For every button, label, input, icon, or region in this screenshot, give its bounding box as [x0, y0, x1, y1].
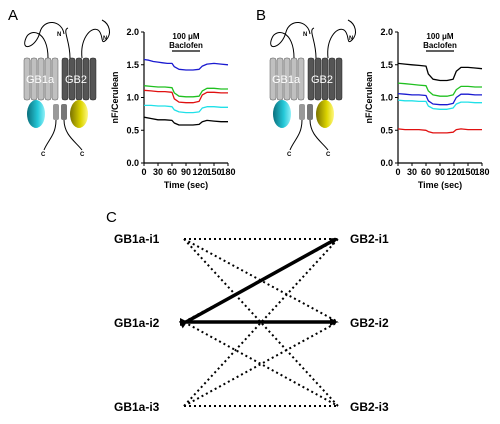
x-tick-label: 90 — [435, 167, 445, 177]
x-tick-label: 180 — [474, 167, 489, 177]
y-axis-label: nF/Cerulean — [110, 71, 120, 123]
x-tick-label: 120 — [192, 167, 207, 177]
x-tick-label: 60 — [421, 167, 431, 177]
series-line-4 — [144, 104, 228, 114]
n-terminal-loops: N N — [24, 19, 110, 59]
x-axis-label: Time (sec) — [164, 180, 208, 190]
series-line-5 — [397, 128, 482, 134]
panel-label-a: A — [8, 7, 18, 24]
dotted-link — [183, 321, 339, 407]
yellow-fluorophore-icon — [70, 100, 88, 128]
series-line-2 — [143, 85, 228, 98]
gb1-helices: GB1a — [269, 57, 305, 101]
gb1-helices: GB1a — [23, 57, 59, 101]
annotation-concentration: 100 μM — [172, 32, 199, 41]
panel-label-c: C — [106, 209, 117, 226]
y-tick-label: 1.5 — [380, 60, 393, 70]
series-line-4 — [397, 99, 482, 110]
gb2-helices: GB2 — [307, 57, 343, 101]
panel-label-b: B — [256, 7, 266, 24]
dotted-link — [183, 321, 339, 407]
y-tick-label: 1.0 — [126, 93, 139, 103]
x-tick-label: 180 — [220, 167, 235, 177]
node-gb1a-i2: GB1a-i2 — [114, 316, 160, 330]
x-tick-label: 0 — [141, 167, 146, 177]
y-tick-label: 0.5 — [126, 125, 139, 135]
c-terminal-label: C — [41, 152, 46, 158]
x-tick-label: 90 — [181, 167, 191, 177]
coiled-coil-gb2 — [307, 104, 313, 120]
annotation-concentration: 100 μM — [426, 32, 453, 41]
x-tick-label: 60 — [167, 167, 177, 177]
node-gb1a-i3: GB1a-i3 — [114, 400, 160, 414]
c-terminal-label: C — [287, 152, 292, 158]
yellow-fluorophore-icon — [316, 100, 334, 128]
annotation-drug: Baclofen — [169, 41, 203, 50]
c-terminal-label-2: C — [80, 152, 85, 158]
y-tick-label: 2.0 — [380, 27, 393, 37]
interaction-diagram: GB1a-i1 GB1a-i2 GB1a-i3 GB2-i1 GB2-i2 GB… — [114, 232, 389, 414]
bidirectional-arrow — [178, 237, 338, 329]
n-terminal-label-2: N — [349, 36, 353, 42]
y-tick-label: 0.0 — [126, 158, 139, 168]
node-gb1a-i1: GB1a-i1 — [114, 232, 160, 246]
gb2-label: GB2 — [311, 74, 333, 86]
series-line-3 — [397, 92, 482, 106]
diagram-links — [178, 237, 339, 407]
x-tick-label: 0 — [395, 167, 400, 177]
receptor-cartoon-a: N N GB1a GB2 C C — [23, 19, 110, 158]
x-tick-label: 30 — [153, 167, 163, 177]
series-line-2 — [397, 82, 482, 97]
n-terminal-label: N — [57, 32, 61, 38]
n-terminal-label: N — [303, 32, 307, 38]
cyan-fluorophore-icon — [27, 100, 45, 128]
gb2-label: GB2 — [65, 74, 87, 86]
node-gb2-i3: GB2-i3 — [350, 400, 389, 414]
x-axis-label: Time (sec) — [418, 180, 462, 190]
node-gb2-i2: GB2-i2 — [350, 316, 389, 330]
x-tick-label: 150 — [460, 167, 475, 177]
y-tick-label: 0.5 — [380, 125, 393, 135]
coiled-coil-gb1 — [53, 104, 59, 120]
y-tick-label: 1.5 — [126, 60, 139, 70]
y-tick-label: 1.0 — [380, 93, 393, 103]
y-axis-label: nF/Cerulean — [364, 71, 374, 123]
n-terminal-loops: N N — [270, 19, 356, 59]
x-tick-label: 150 — [206, 167, 221, 177]
series-line-5 — [143, 116, 228, 126]
c-terminal-label-2: C — [326, 152, 331, 158]
coiled-coil-gb2 — [61, 104, 67, 120]
cyan-fluorophore-icon — [273, 100, 291, 128]
coiled-coil-gb1 — [299, 104, 305, 120]
node-gb2-i1: GB2-i1 — [350, 232, 389, 246]
n-terminal-label-2: N — [103, 36, 107, 42]
y-tick-label: 2.0 — [126, 27, 139, 37]
x-tick-label: 30 — [407, 167, 417, 177]
gb2-helices: GB2 — [61, 57, 97, 101]
series-line-3 — [143, 89, 228, 104]
series-line-1 — [143, 58, 229, 71]
gb1a-label: GB1a — [272, 74, 301, 86]
gb1a-label: GB1a — [26, 74, 55, 86]
receptor-cartoon-b: N N GB1a GB2 C C — [269, 19, 356, 158]
annotation-drug: Baclofen — [423, 41, 457, 50]
series-line-1 — [397, 62, 483, 82]
x-tick-label: 120 — [446, 167, 461, 177]
y-tick-label: 0.0 — [380, 158, 393, 168]
